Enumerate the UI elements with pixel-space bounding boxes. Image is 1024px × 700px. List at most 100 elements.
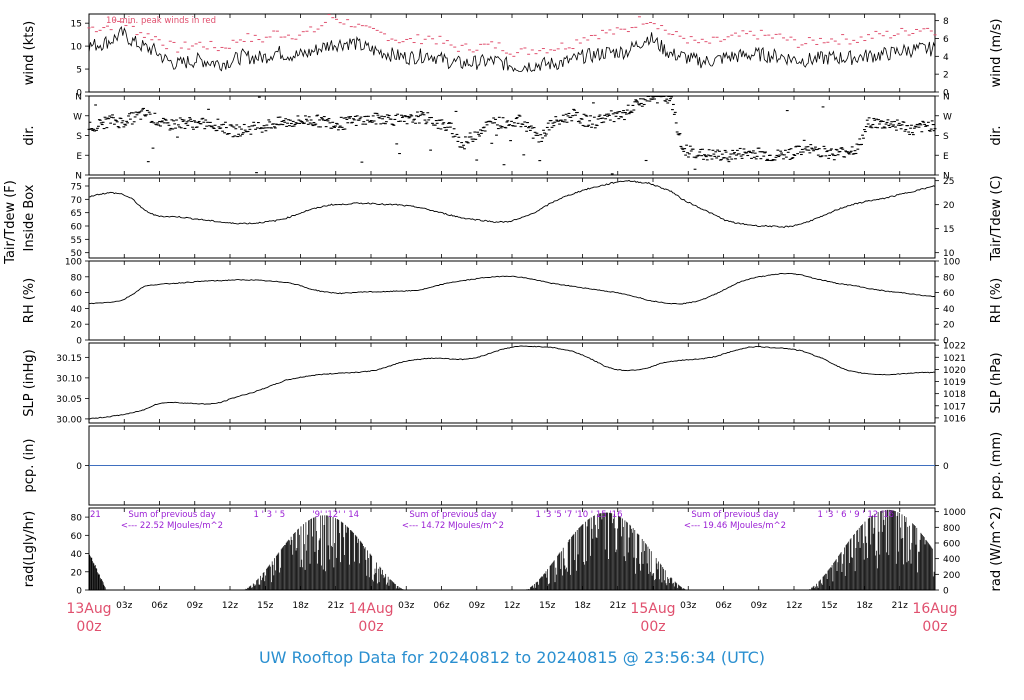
rad-ylabel-left: rad(Lgly/hr) xyxy=(22,511,37,587)
x-hour-tick-label: 09z xyxy=(469,601,485,611)
dir-left-tick-label: E xyxy=(76,152,82,162)
dir-left-tick-label: N xyxy=(75,93,82,103)
rad-daily-sum-label: Sum of previous day xyxy=(409,510,496,520)
wind-left-tick-label: 0 xyxy=(76,89,82,99)
slp-right-tick-label: 1022 xyxy=(943,342,966,352)
slp-series-line xyxy=(88,345,936,420)
rad-hour-label: 1 ' 3 ' 5 xyxy=(254,510,286,520)
rad-hour-label: 1 '3 '5 '7 '10 ' 15 '16 xyxy=(536,510,623,520)
rad-daily-sum-value: <--- 22.52 MJoules/m^2 xyxy=(121,521,223,531)
temp-frame xyxy=(88,177,936,259)
rh-left-tick-label: 60 xyxy=(71,289,83,299)
temp-left-tick-label: 55 xyxy=(71,236,82,246)
rh-right-tick-label: 0 xyxy=(943,337,949,347)
dir-ylabel-right: dir. xyxy=(989,125,1004,145)
x-day-hour-label: 00z xyxy=(358,619,383,635)
rad-hour-label: '9' '12' ' 14 xyxy=(312,510,359,520)
rh-left-tick-label: 20 xyxy=(71,321,83,331)
rad-hour-label: 21 xyxy=(90,510,101,520)
slp-left-tick-label: 30.10 xyxy=(56,374,82,384)
wind-left-tick-label: 5 xyxy=(76,66,82,76)
wind-right-tick-label: 8 xyxy=(943,17,949,27)
wind-annotation: 10 min. peak winds in red xyxy=(106,16,216,26)
rad-daily-sum-label: Sum of previous day xyxy=(691,510,778,520)
slp-frame xyxy=(88,342,936,424)
temp-left-tick-label: 50 xyxy=(71,249,83,259)
dir-ylabel-left: dir. xyxy=(22,125,37,145)
temp-right-tick-label: 20 xyxy=(943,201,955,211)
x-day-hour-label: 00z xyxy=(640,619,665,635)
rh-left-tick-label: 80 xyxy=(71,273,83,283)
pcp-right-tick-label: 0 xyxy=(943,462,949,472)
x-day-hour-label: 00z xyxy=(922,619,947,635)
x-hour-tick-label: 03z xyxy=(116,601,132,611)
rh-left-tick-label: 100 xyxy=(65,258,82,268)
slp-right-tick-label: 1016 xyxy=(943,414,966,424)
rh-ylabel-right: RH (%) xyxy=(989,278,1004,323)
rad-right-tick-label: 200 xyxy=(943,571,960,581)
x-hour-tick-label: 15z xyxy=(257,601,273,611)
x-hour-tick-label: 06z xyxy=(715,601,731,611)
slp-left-tick-label: 30.15 xyxy=(56,354,82,364)
x-hour-tick-label: 15z xyxy=(821,601,837,611)
x-day-hour-label: 00z xyxy=(76,619,101,635)
slp-ylabel-right: SLP (hPa) xyxy=(989,352,1004,413)
rh-ylabel-left: RH (%) xyxy=(22,278,37,323)
slp-ylabel-left: SLP (inHg) xyxy=(22,349,37,417)
temp-right-tick-label: 25 xyxy=(943,177,954,187)
wind-right-tick-label: 4 xyxy=(943,53,949,63)
pcp-ylabel-left: pcp. (in) xyxy=(22,439,37,493)
slp-right-tick-label: 1018 xyxy=(943,390,966,400)
rh-left-tick-label: 0 xyxy=(76,337,82,347)
dir-right-tick-label: S xyxy=(943,132,949,142)
dir-right-tick-label: W xyxy=(943,112,952,122)
x-hour-tick-label: 12z xyxy=(504,601,520,611)
x-day-label: 16Aug xyxy=(912,601,957,617)
slp-left-tick-label: 30.05 xyxy=(56,395,82,405)
x-hour-tick-label: 21z xyxy=(328,601,344,611)
slp-right-tick-label: 1021 xyxy=(943,354,966,364)
footer-title: UW Rooftop Data for 20240812 to 20240815… xyxy=(258,648,766,667)
rh-right-tick-label: 60 xyxy=(943,289,955,299)
x-day-label: 15Aug xyxy=(630,601,675,617)
rad-right-tick-label: 1000 xyxy=(943,508,966,518)
dir-frame xyxy=(88,95,936,176)
wind-right-tick-label: 2 xyxy=(943,71,949,81)
rad-daily-sum-value: <--- 14.72 MJoules/m^2 xyxy=(402,521,504,531)
dir-right-tick-label: N xyxy=(943,93,950,103)
x-hour-tick-label: 18z xyxy=(292,601,308,611)
slp-right-tick-label: 1019 xyxy=(943,378,966,388)
temp-left-tick-label: 75 xyxy=(71,183,82,193)
x-hour-tick-label: 12z xyxy=(222,601,238,611)
temp-left-tick-label: 65 xyxy=(71,209,82,219)
x-hour-tick-label: 09z xyxy=(751,601,767,611)
temp-right-tick-label: 10 xyxy=(943,249,955,259)
rad-left-tick-label: 40 xyxy=(71,550,83,560)
dir-left-tick-label: W xyxy=(73,112,82,122)
temp-left-tick-label: 70 xyxy=(71,196,83,206)
x-day-label: 13Aug xyxy=(66,601,111,617)
rad-left-tick-label: 60 xyxy=(71,532,83,542)
wind-right-tick-label: 0 xyxy=(943,89,949,99)
pcp-left-tick-label: 0 xyxy=(76,462,82,472)
slp-right-tick-label: 1020 xyxy=(943,366,966,376)
rad-right-tick-label: 400 xyxy=(943,555,960,565)
rh-frame xyxy=(88,260,936,341)
slp-right-tick-label: 1017 xyxy=(943,402,966,412)
rh-right-tick-label: 40 xyxy=(943,305,955,315)
temp-series-line xyxy=(88,179,936,229)
x-hour-tick-label: 21z xyxy=(610,601,626,611)
x-hour-tick-label: 06z xyxy=(151,601,167,611)
meteogram-svg: 0 5 10 15 0 2 4 6 8 wind (kts) wind (m/s) 10 min. p… xyxy=(3,13,1004,635)
x-day-label: 14Aug xyxy=(348,601,393,617)
dir-left-tick-label: S xyxy=(76,132,82,142)
rh-right-tick-label: 80 xyxy=(943,273,955,283)
x-hour-tick-label: 12z xyxy=(786,601,802,611)
rh-right-tick-label: 100 xyxy=(943,258,960,268)
x-hour-tick-label: 03z xyxy=(398,601,414,611)
rh-series-line xyxy=(88,272,935,305)
rad-daily-sum-value: <--- 19.46 MJoules/m^2 xyxy=(684,521,786,531)
temp-ylabel-right: Tair/Tdew (C) xyxy=(989,175,1004,261)
rad-hour-label: 1 '3 ' 6 ' 9 ' 12 '16 xyxy=(818,510,895,520)
